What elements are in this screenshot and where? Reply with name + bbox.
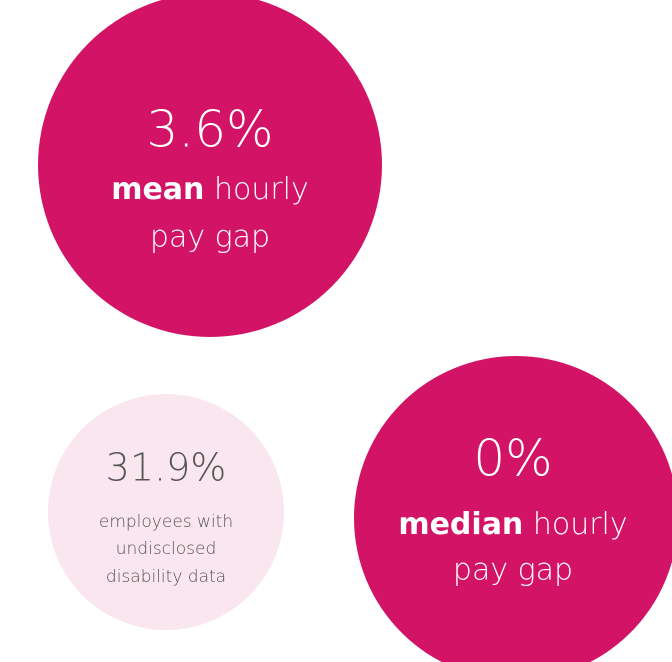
stat-circle [48,394,284,630]
stat-emphasis: median [398,507,523,542]
stat-circle [354,356,672,662]
stat-label: mean hourly [111,172,309,207]
stat-label: pay gap [453,553,573,588]
stat-label: median hourly [398,507,627,542]
stat-label-text: hourly [214,172,309,207]
stat-label-text: hourly [533,507,628,542]
stat-circle [38,0,382,337]
stat-label: pay gap [150,220,270,255]
stat-label: undisclosed [116,539,217,559]
stat-emphasis: mean [111,172,204,207]
stat-label: employees with [99,512,233,532]
stat-value: 31.9% [106,446,227,490]
stat-label: disability data [106,567,226,587]
stat-value: 3.6% [146,101,273,159]
stat-value: 0% [473,430,552,488]
